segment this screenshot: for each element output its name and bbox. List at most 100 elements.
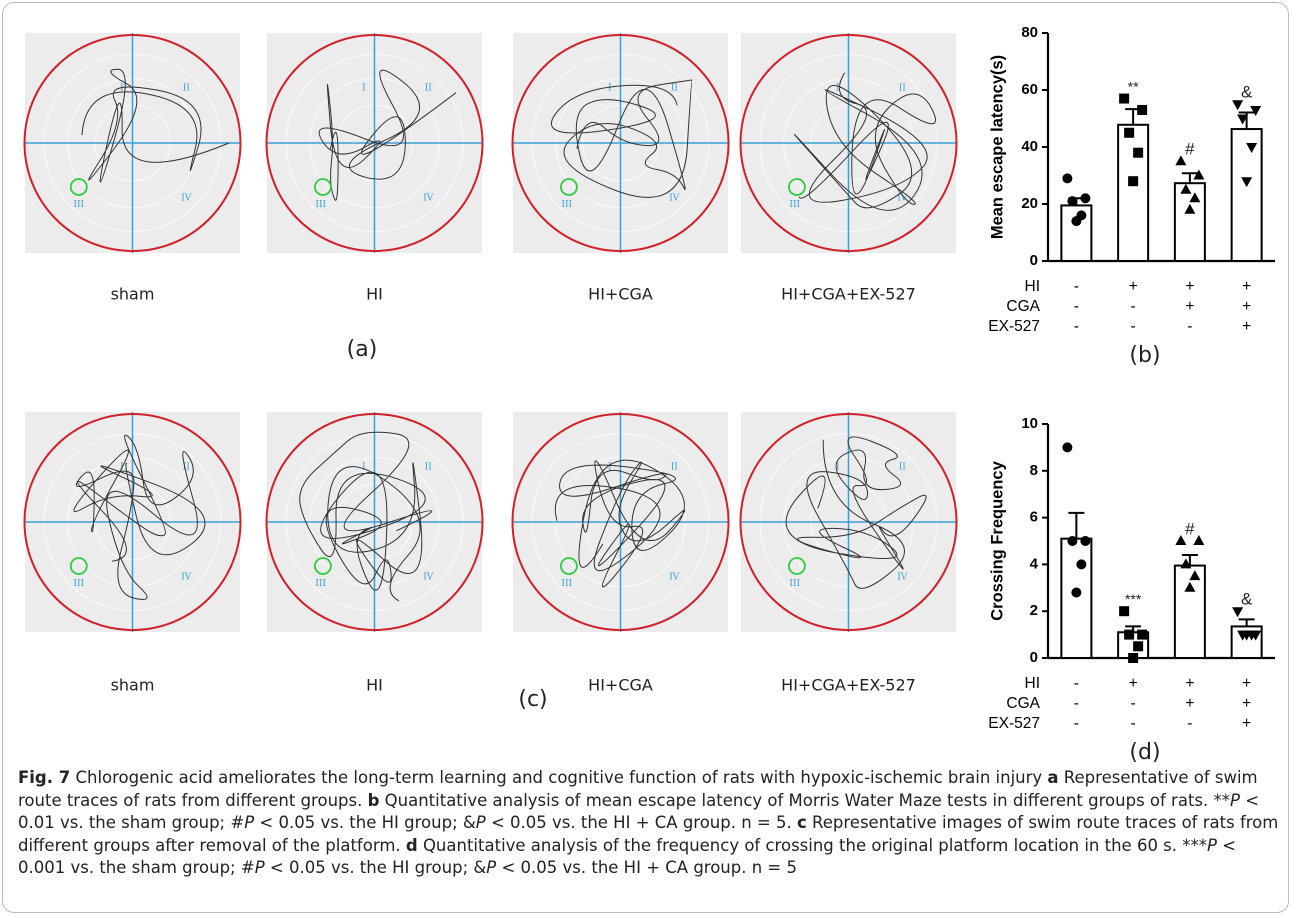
quadrant-label: II: [671, 84, 679, 94]
figure: IIIIIIIVshamIIIIIIIVHIIIIIIIIVHI+CGAIIII…: [0, 0, 1293, 765]
y-tick-label: 40: [1021, 138, 1038, 155]
data-point: [1071, 216, 1081, 226]
data-point: [1067, 196, 1077, 206]
data-point: [1232, 607, 1243, 617]
quadrant-label: II: [425, 84, 433, 94]
error-bar: [1068, 513, 1084, 539]
caption-segment: c: [797, 813, 807, 832]
quadrant-label: III: [315, 579, 326, 589]
quadrant-label: III: [789, 579, 800, 589]
caption-segment: P: [476, 813, 486, 832]
data-point: [1119, 606, 1129, 616]
condition-sign: -: [1074, 695, 1079, 712]
caption-segment: < 0.05 vs. the HI + CA group. n = 5.: [486, 813, 797, 832]
quadrant-label: III: [73, 579, 84, 589]
quadrant-label: II: [183, 84, 191, 94]
data-point: [1133, 148, 1143, 158]
quadrant-label: I: [362, 463, 366, 473]
condition-sign: -: [1074, 278, 1079, 295]
data-point: [1128, 653, 1138, 663]
significance-label: #: [1185, 519, 1195, 538]
quadrant-label: IV: [423, 194, 434, 204]
group-caption: HI+CGA+EX-527: [781, 676, 916, 695]
condition-sign: +: [1129, 278, 1138, 295]
condition-sign: +: [1185, 695, 1194, 712]
data-point: [1062, 173, 1072, 183]
quadrant-label: IV: [669, 573, 680, 583]
y-axis-label: Mean escape latency(s): [988, 55, 1006, 239]
caption-segment: < 0.05 vs. the HI group; &: [254, 813, 476, 832]
condition-sign: +: [1242, 715, 1251, 732]
data-point: [1250, 106, 1261, 116]
y-tick-label: 2: [1030, 602, 1038, 619]
data-point: [1067, 536, 1077, 546]
caption-segment: Quantitative analysis of mean escape lat…: [379, 791, 1230, 810]
group-caption: sham: [111, 676, 155, 695]
data-point: [1137, 630, 1147, 640]
quadrant-label: II: [899, 84, 907, 94]
condition-sign: +: [1129, 675, 1138, 692]
caption-segment: < 0.05 vs. the HI group; &: [265, 858, 487, 877]
caption-segment: Chlorogenic acid ameliorates the long-te…: [70, 768, 1047, 787]
data-point: [1076, 559, 1086, 569]
group-caption: HI+CGA+EX-527: [781, 285, 916, 304]
quadrant-label: IV: [669, 194, 680, 204]
condition-sign: -: [1131, 298, 1136, 315]
caption-segment: P: [1207, 836, 1217, 855]
y-tick-label: 10: [1021, 415, 1038, 432]
data-point: [1232, 100, 1243, 110]
quadrant-label: III: [73, 200, 84, 210]
caption-segment: P: [255, 858, 265, 877]
panel-label: (a): [347, 337, 378, 362]
condition-sign: -: [1187, 318, 1192, 335]
significance-label: **: [1128, 78, 1139, 94]
caption-segment: d: [406, 836, 418, 855]
data-point: [1062, 442, 1072, 452]
bar: [1175, 183, 1205, 261]
condition-sign: -: [1074, 318, 1079, 335]
condition-sign: +: [1185, 298, 1194, 315]
y-tick-label: 60: [1021, 81, 1038, 98]
significance-label: #: [1185, 140, 1195, 159]
quadrant-label: I: [362, 84, 366, 94]
condition-sign: +: [1185, 278, 1194, 295]
y-tick-label: 6: [1030, 509, 1038, 526]
significance-label: &: [1241, 590, 1253, 609]
data-point: [1124, 630, 1134, 640]
caption-segment: P: [1230, 791, 1240, 810]
y-tick-label: 8: [1030, 462, 1038, 479]
y-tick-label: 80: [1021, 24, 1038, 41]
error-bar: [1239, 619, 1255, 626]
y-axis-label: Crossing Frequency: [988, 460, 1006, 620]
data-point: [1080, 193, 1090, 203]
condition-sign: +: [1242, 318, 1251, 335]
group-caption: sham: [111, 285, 155, 304]
condition-sign: -: [1131, 318, 1136, 335]
y-tick-label: 20: [1021, 195, 1038, 212]
condition-label: HI: [1025, 278, 1041, 295]
caption-segment: b: [368, 791, 380, 810]
panel-label: (b): [1129, 343, 1160, 368]
bar: [1061, 539, 1091, 658]
condition-sign: +: [1242, 675, 1251, 692]
condition-label: EX-527: [988, 318, 1040, 335]
significance-label: &: [1241, 83, 1253, 102]
quadrant-label: III: [789, 200, 800, 210]
condition-sign: -: [1131, 715, 1136, 732]
panel-label: (d): [1129, 740, 1160, 765]
y-tick-label: 0: [1030, 649, 1038, 666]
condition-sign: -: [1074, 715, 1079, 732]
figure-caption: Fig. 7 Chlorogenic acid ameliorates the …: [18, 767, 1280, 880]
caption-segment: Quantitative analysis of the frequency o…: [418, 836, 1207, 855]
condition-sign: -: [1074, 675, 1079, 692]
data-point: [1080, 536, 1090, 546]
quadrant-label: III: [561, 200, 572, 210]
condition-label: HI: [1025, 675, 1041, 692]
group-caption: HI: [366, 285, 383, 304]
quadrant-label: IV: [181, 573, 192, 583]
bar: [1232, 129, 1262, 261]
quadrant-label: IV: [423, 573, 434, 583]
condition-label: EX-527: [988, 715, 1040, 732]
y-tick-label: 4: [1030, 555, 1039, 572]
condition-label: CGA: [1006, 298, 1040, 315]
